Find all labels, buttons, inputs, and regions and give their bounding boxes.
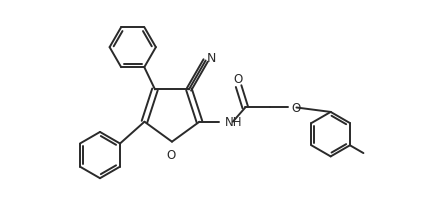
Text: NH: NH: [225, 116, 243, 129]
Text: O: O: [233, 73, 243, 86]
Text: O: O: [292, 102, 301, 115]
Text: N: N: [206, 52, 216, 65]
Text: O: O: [167, 149, 176, 162]
